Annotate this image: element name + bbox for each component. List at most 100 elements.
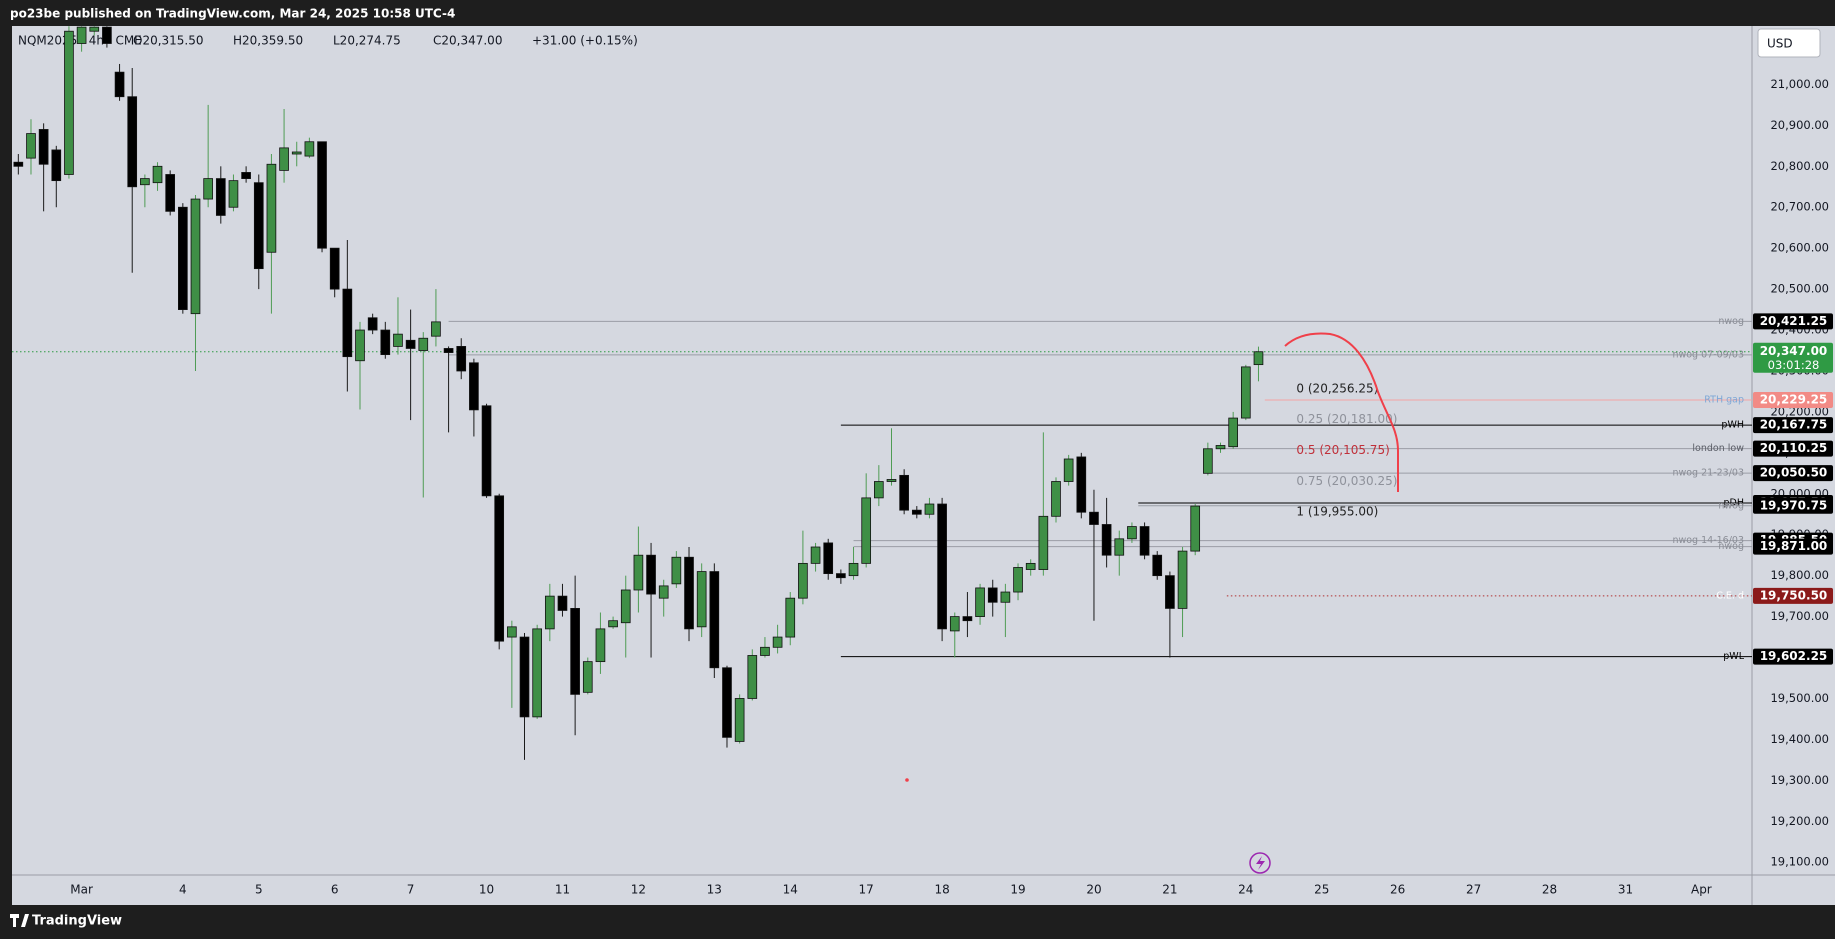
candle-body xyxy=(1240,366,1251,419)
candle-body xyxy=(76,26,87,44)
candle-body xyxy=(532,628,542,718)
ohlc-open: O20,315.50 xyxy=(133,34,204,48)
candle-body xyxy=(1139,526,1150,556)
candle-body xyxy=(431,321,441,337)
dot-marker xyxy=(905,778,909,782)
candle-body xyxy=(949,616,960,632)
level-name: nwog xyxy=(1718,500,1744,511)
level-price-label: 19,970.75 xyxy=(1760,498,1828,512)
candle-body xyxy=(962,616,973,622)
candle-body xyxy=(582,661,593,693)
brand: TradingView xyxy=(10,914,122,929)
candle-body xyxy=(317,141,327,249)
candle-body xyxy=(380,329,391,356)
candle-body xyxy=(304,141,315,157)
y-tick-label: 20,800.00 xyxy=(1770,159,1829,173)
candle-body xyxy=(836,573,846,579)
y-tick-label: 20,500.00 xyxy=(1770,282,1829,296)
candle-body xyxy=(709,571,720,669)
level-price-label-bg xyxy=(1753,538,1833,555)
candle-body xyxy=(51,149,62,182)
level-price-label: 19,750.50 xyxy=(1760,588,1828,602)
level-price-label: 20,421.25 xyxy=(1760,314,1828,328)
y-tick-label: 20,900.00 xyxy=(1770,118,1829,132)
candle-body xyxy=(911,509,922,515)
candle-body xyxy=(1152,554,1163,577)
candle-body xyxy=(1063,458,1074,482)
candle-body xyxy=(633,554,644,591)
candle-body xyxy=(886,479,897,482)
candle-body xyxy=(342,288,353,358)
y-tick-label: 19,500.00 xyxy=(1770,691,1829,705)
y-tick-label: 20,600.00 xyxy=(1770,241,1829,255)
candle-body xyxy=(646,554,656,595)
candle-body xyxy=(494,495,505,642)
level-price-label: 20,229.25 xyxy=(1760,392,1828,406)
level-name: london low xyxy=(1692,443,1744,454)
freehand-drawing xyxy=(1284,332,1399,492)
currency[interactable]: USD xyxy=(1767,37,1793,51)
time-axis xyxy=(12,875,1835,905)
plot-area xyxy=(12,26,1752,875)
candle-body xyxy=(658,585,669,599)
candle-body xyxy=(507,626,517,638)
candle-body xyxy=(279,147,289,171)
x-tick-label: 24 xyxy=(1238,883,1253,897)
candle-body xyxy=(696,571,707,628)
candle-body xyxy=(329,247,340,290)
x-tick-label: Apr xyxy=(1691,883,1712,897)
candle-body xyxy=(734,698,745,742)
level-price-label: 20,167.75 xyxy=(1760,418,1828,432)
x-tick-label: 19 xyxy=(1010,883,1025,897)
candle-body xyxy=(418,337,429,351)
event-icon[interactable] xyxy=(1249,852,1271,874)
candle-body xyxy=(38,129,49,165)
y-tick-label: 19,700.00 xyxy=(1770,609,1829,623)
candle-body xyxy=(102,26,112,44)
candle-body xyxy=(140,178,150,186)
candle-body xyxy=(810,546,821,564)
candle-body xyxy=(722,667,732,738)
candle-body xyxy=(1089,511,1099,525)
candle-body xyxy=(595,628,606,663)
candle-body xyxy=(747,655,758,699)
x-tick-label: Mar xyxy=(70,883,93,897)
level-price-label-bg xyxy=(1753,497,1833,514)
candle-body xyxy=(456,346,467,372)
candle-body xyxy=(1203,448,1213,474)
x-tick-label: 28 xyxy=(1542,883,1557,897)
level-price-label: 19,602.25 xyxy=(1760,649,1828,663)
candle-body xyxy=(544,595,555,630)
x-tick-label: 31 xyxy=(1618,883,1633,897)
fib-label: 0 (20,256.25) xyxy=(1296,381,1378,395)
x-tick-label: 20 xyxy=(1086,883,1101,897)
candle-body xyxy=(178,206,188,310)
level-name: RTH gap xyxy=(1704,394,1744,405)
fib-label: 0.5 (20,105.75) xyxy=(1296,443,1389,457)
x-tick-label: 5 xyxy=(255,883,263,897)
level-name: nwog xyxy=(1718,541,1744,552)
candle-body xyxy=(1253,351,1264,366)
y-tick-label: 19,100.00 xyxy=(1770,855,1829,869)
level-name: pDH xyxy=(1724,497,1745,508)
y-tick-label: 19,300.00 xyxy=(1770,773,1829,787)
candle-body xyxy=(1215,445,1226,450)
candle-body xyxy=(1076,456,1087,513)
level-price-label-bg xyxy=(1753,587,1833,604)
level-name: nwog 07-09/03 xyxy=(1672,349,1744,360)
y-tick-label: 21,000.00 xyxy=(1770,77,1829,91)
candle-body xyxy=(127,96,138,188)
candle-body xyxy=(772,636,783,648)
candle-body xyxy=(367,317,378,331)
y-tick-label: 19,200.00 xyxy=(1770,814,1829,828)
candle-body xyxy=(1190,505,1201,552)
candle-body xyxy=(266,163,277,253)
x-tick-label: 4 xyxy=(179,883,187,897)
ohlc-close: C20,347.00 xyxy=(433,34,502,48)
current-price-label: 20,347.00 xyxy=(1760,344,1828,358)
candle-body xyxy=(937,503,947,630)
candle-body xyxy=(1165,575,1175,609)
currency-box[interactable] xyxy=(1757,28,1821,58)
candle-body xyxy=(165,174,176,212)
